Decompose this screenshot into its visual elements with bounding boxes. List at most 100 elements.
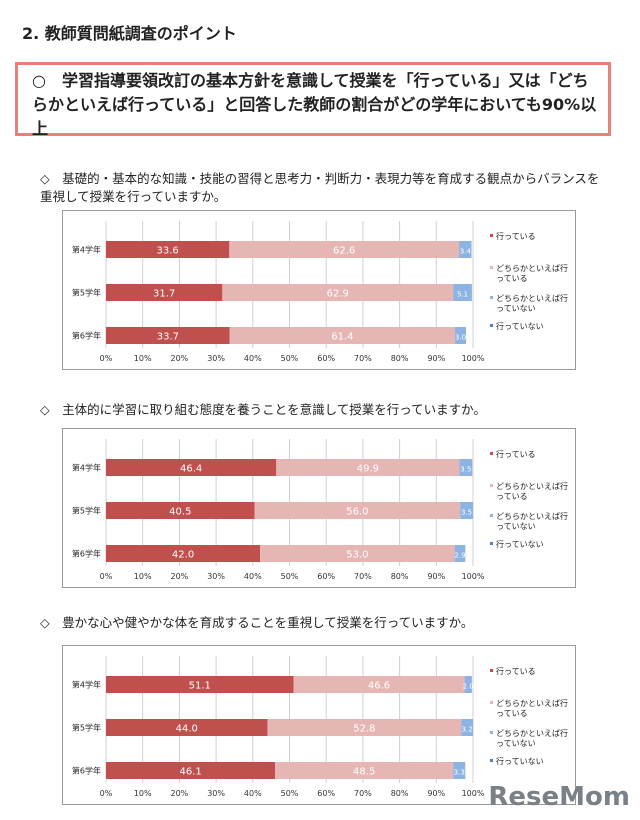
bar-segment bbox=[459, 459, 473, 476]
bar-segment bbox=[267, 719, 462, 736]
bar-segment bbox=[459, 241, 472, 258]
bar-segment bbox=[461, 719, 473, 736]
x-tick-label: 90% bbox=[427, 572, 445, 581]
x-tick-label: 10% bbox=[134, 789, 152, 798]
bar-segment bbox=[106, 327, 230, 344]
legend-swatch bbox=[490, 266, 493, 269]
x-tick-label: 30% bbox=[207, 572, 225, 581]
legend-swatch bbox=[490, 542, 493, 545]
x-tick-label: 50% bbox=[281, 354, 299, 363]
bar-segment bbox=[276, 459, 460, 476]
x-tick-label: 0% bbox=[100, 572, 113, 581]
category-label: 第6学年 bbox=[72, 331, 101, 341]
legend-label: 行っていない bbox=[496, 321, 544, 331]
data-label: 62.6 bbox=[333, 246, 355, 257]
question-1: ◇ 基礎的・基本的な知識・技能の習得と思考力・判断力・表現力等を育成する観点から… bbox=[40, 171, 600, 204]
bar-segment bbox=[260, 545, 455, 562]
x-tick-label: 70% bbox=[354, 789, 372, 798]
x-tick-label: 30% bbox=[207, 789, 225, 798]
legend-swatch bbox=[490, 514, 493, 517]
data-label: 52.8 bbox=[353, 724, 375, 735]
key-point-box: ○ 学習指導要領改訂の基本方針を意識して授業を「行っている」又は「どちらかといえ… bbox=[15, 62, 611, 138]
x-tick-label: 70% bbox=[354, 354, 372, 363]
x-tick-label: 80% bbox=[391, 354, 409, 363]
x-tick-label: 50% bbox=[281, 572, 299, 581]
legend-label: 行っていない bbox=[496, 539, 544, 549]
legend-label: 行っている bbox=[496, 231, 536, 241]
data-label: 3.3 bbox=[454, 769, 465, 777]
x-tick-label: 20% bbox=[171, 354, 189, 363]
x-tick-label: 100% bbox=[462, 789, 485, 798]
legend-label: 行っている bbox=[496, 449, 536, 459]
legend-swatch bbox=[490, 324, 493, 327]
x-tick-label: 40% bbox=[244, 354, 262, 363]
data-label: 3.4 bbox=[460, 248, 472, 256]
bar-segment bbox=[106, 241, 230, 258]
x-tick-label: 10% bbox=[134, 354, 152, 363]
x-tick-label: 0% bbox=[100, 789, 113, 798]
category-label: 第5学年 bbox=[72, 506, 101, 516]
x-tick-label: 60% bbox=[317, 572, 335, 581]
bar-segment bbox=[453, 762, 466, 779]
bar-segment bbox=[254, 502, 461, 519]
data-label: 31.7 bbox=[153, 289, 175, 300]
legend-swatch bbox=[490, 731, 493, 734]
x-tick-label: 50% bbox=[281, 789, 299, 798]
page-title: 2. 教師質問紙調査のポイント bbox=[22, 24, 237, 43]
data-label: 56.0 bbox=[346, 507, 368, 518]
x-tick-label: 80% bbox=[391, 789, 409, 798]
question-2: ◇ 主体的に学習に取り組む態度を養うことを意識して授業を行っていますか。 bbox=[40, 402, 486, 417]
bar-segment bbox=[275, 762, 454, 779]
legend-label: どちらかといえば行っている bbox=[496, 698, 568, 718]
bar-segment bbox=[222, 284, 454, 301]
bar-segment bbox=[106, 762, 276, 779]
chart-1: 0% 10% 20% 30% 40% 50% 60% 70% 80% 90% 100% 第4学年 33.… bbox=[62, 210, 576, 370]
legend-label: 行っていない bbox=[496, 756, 544, 766]
data-label: 61.4 bbox=[331, 332, 353, 343]
category-label: 第6学年 bbox=[72, 549, 101, 559]
bar-segment bbox=[106, 284, 223, 301]
x-tick-label: 10% bbox=[134, 572, 152, 581]
bar-segment bbox=[229, 241, 460, 258]
data-label: 46.4 bbox=[180, 464, 202, 475]
legend-swatch bbox=[490, 759, 493, 762]
x-tick-label: 90% bbox=[427, 789, 445, 798]
category-label: 第4学年 bbox=[72, 245, 101, 255]
data-label: 51.1 bbox=[189, 681, 211, 692]
bar-segment bbox=[460, 502, 473, 519]
data-label: 42.0 bbox=[172, 550, 194, 561]
x-tick-label: 60% bbox=[317, 354, 335, 363]
bar-segment bbox=[455, 327, 467, 344]
x-tick-label: 30% bbox=[207, 354, 225, 363]
x-tick-label: 100% bbox=[462, 572, 485, 581]
legend-swatch bbox=[490, 452, 493, 455]
category-label: 第6学年 bbox=[72, 766, 101, 776]
category-label: 第5学年 bbox=[72, 288, 101, 298]
legend-label: どちらかといえば行っていない bbox=[496, 293, 568, 313]
bar-segment bbox=[106, 502, 255, 519]
data-label: 62.9 bbox=[327, 289, 349, 300]
category-label: 第5学年 bbox=[72, 723, 101, 733]
data-label: 3.0 bbox=[455, 334, 466, 342]
x-tick-label: 80% bbox=[391, 572, 409, 581]
x-tick-label: 0% bbox=[100, 354, 113, 363]
data-label: 3.5 bbox=[461, 509, 472, 517]
legend-label: どちらかといえば行っている bbox=[496, 263, 568, 283]
x-tick-label: 40% bbox=[244, 572, 262, 581]
chart-2: 0% 10% 20% 30% 40% 50% 60% 70% 80% 90% 100% 第4学年 46.… bbox=[62, 428, 576, 588]
legend-swatch bbox=[490, 701, 493, 704]
bar-segment bbox=[454, 545, 466, 562]
data-label: 33.6 bbox=[157, 246, 179, 257]
bar-segment bbox=[106, 459, 277, 476]
question-3: ◇ 豊かな心や健やかな体を育成することを重視して授業を行っていますか。 bbox=[40, 615, 474, 630]
legend-swatch bbox=[490, 669, 493, 672]
x-tick-label: 90% bbox=[427, 354, 445, 363]
data-label: 2.9 bbox=[454, 552, 465, 560]
data-label: 48.5 bbox=[353, 767, 375, 778]
data-label: 46.1 bbox=[179, 767, 201, 778]
bar-segment bbox=[106, 676, 294, 693]
x-tick-label: 70% bbox=[354, 572, 372, 581]
data-label: 33.7 bbox=[157, 332, 179, 343]
chart-3: 0% 10% 20% 30% 40% 50% 60% 70% 80% 90% 100% 第4学年 51.… bbox=[62, 645, 576, 805]
category-label: 第4学年 bbox=[72, 680, 101, 690]
